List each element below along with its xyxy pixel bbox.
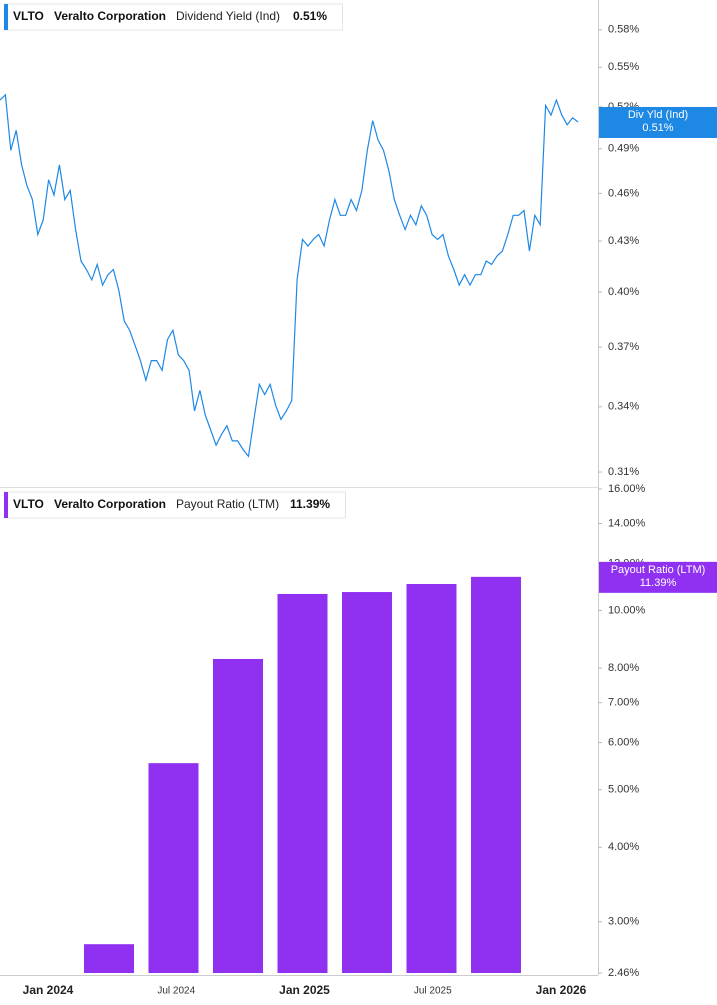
badge-label: Payout Ratio (LTM) xyxy=(611,564,706,576)
y-tick-label: 16.00% xyxy=(608,483,646,495)
y-tick-label: 14.00% xyxy=(608,517,646,529)
bar xyxy=(471,576,521,973)
legend-ticker: VLTO xyxy=(13,497,44,511)
legend-value: 0.51% xyxy=(293,9,327,23)
legend-box xyxy=(4,3,343,31)
legend-metric: Dividend Yield (Ind) xyxy=(176,9,280,23)
bar xyxy=(277,593,328,973)
y-tick-label: 0.58% xyxy=(608,24,639,36)
bar xyxy=(148,763,199,973)
legend-metric: Payout Ratio (LTM) xyxy=(176,497,279,511)
legend-company: Veralto Corporation xyxy=(54,9,166,23)
y-tick-label: 3.00% xyxy=(608,916,639,928)
legend-company: Veralto Corporation xyxy=(54,497,166,511)
x-tick-label: Jan 2026 xyxy=(536,983,587,997)
badge-value: 0.51% xyxy=(642,122,673,134)
badge-label: Div Yld (Ind) xyxy=(628,109,688,121)
x-tick-label: Jan 2025 xyxy=(279,983,330,997)
y-tick-label: 2.46% xyxy=(608,967,639,979)
y-tick-label: 0.40% xyxy=(608,286,639,298)
y-tick-label: 4.00% xyxy=(608,841,639,853)
y-tick-label: 8.00% xyxy=(608,662,639,674)
bar xyxy=(406,583,457,973)
x-tick-label: Jan 2024 xyxy=(23,983,74,997)
y-tick-label: 0.43% xyxy=(608,235,639,247)
last-value-badge xyxy=(599,106,717,138)
last-value-badge xyxy=(599,561,717,593)
legend-accent xyxy=(4,4,8,30)
y-tick-label: 0.55% xyxy=(608,61,639,73)
badge-value: 11.39% xyxy=(640,577,677,589)
y-tick-label: 0.37% xyxy=(608,341,639,353)
y-tick-label: 0.49% xyxy=(608,143,639,155)
bar xyxy=(84,944,134,973)
dividend-yield-line xyxy=(0,93,579,458)
y-tick-label: 6.00% xyxy=(608,736,639,748)
y-tick-label: 0.34% xyxy=(608,401,639,413)
y-tick-label: 7.00% xyxy=(608,697,639,709)
legend-accent xyxy=(4,492,8,518)
bar xyxy=(342,592,392,973)
y-tick-label: 0.46% xyxy=(608,187,639,199)
legend-value: 11.39% xyxy=(290,497,330,511)
legend-ticker: VLTO xyxy=(13,9,44,23)
x-tick-label: Jul 2025 xyxy=(414,986,452,997)
y-tick-label: 10.00% xyxy=(608,604,646,616)
y-tick-label: 0.31% xyxy=(608,466,639,478)
bar xyxy=(213,658,263,973)
y-tick-label: 5.00% xyxy=(608,784,639,796)
x-tick-label: Jul 2024 xyxy=(157,986,195,997)
